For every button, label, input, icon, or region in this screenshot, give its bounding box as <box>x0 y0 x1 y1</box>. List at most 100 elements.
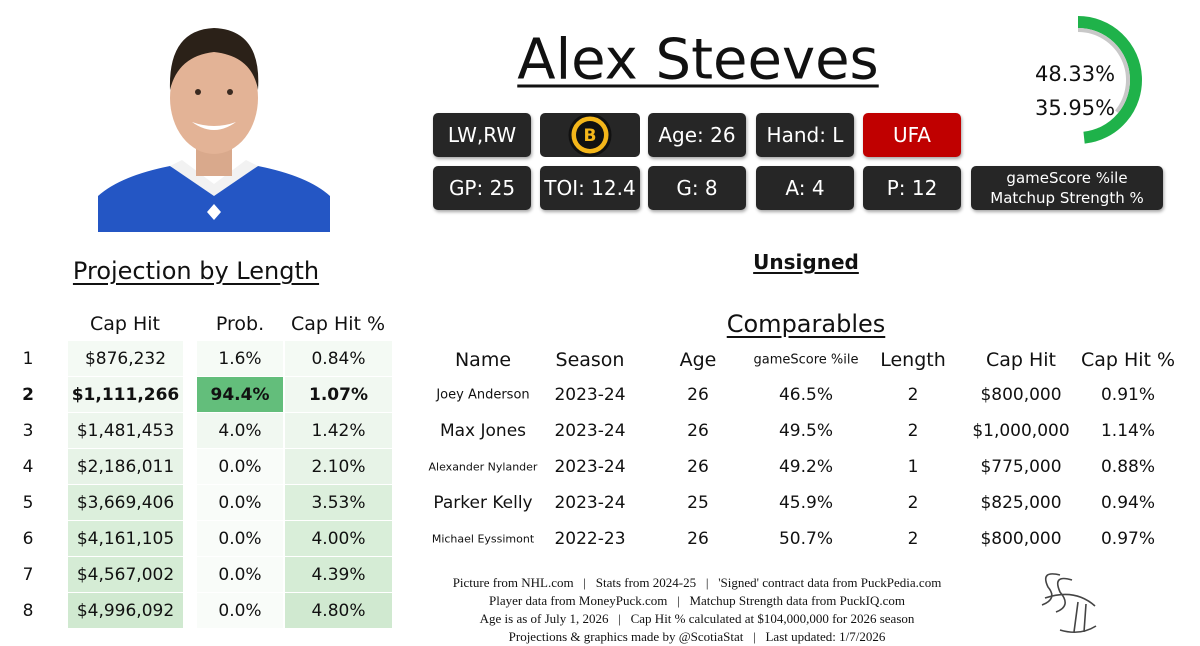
table-cell: 1.6% <box>197 341 283 376</box>
legend-entry: gameScore %ile <box>1006 169 1128 187</box>
row-number: 2 <box>22 384 34 405</box>
row-number: 6 <box>22 528 34 549</box>
table-cell: Michael Eyssimont <box>431 532 535 546</box>
table-cell: 2023-24 <box>554 457 626 477</box>
badge: TOI: 12.4 <box>540 166 640 210</box>
table-cell: 2023-24 <box>554 493 626 513</box>
table-cell: 0.94% <box>1100 493 1156 513</box>
table-cell: $4,161,105 <box>68 521 183 556</box>
column-header: Age <box>679 349 717 371</box>
table-cell: 2022-23 <box>554 529 626 549</box>
table-cell: 0.0% <box>197 557 283 592</box>
badge: Hand: L <box>756 113 854 157</box>
badge: UFA <box>863 113 961 157</box>
table-cell: Alexander Nylander <box>428 460 538 474</box>
table-cell: $2,186,011 <box>68 449 183 484</box>
gauge-arc <box>1077 16 1142 144</box>
gauge-label: 35.95% <box>1034 96 1116 120</box>
badge: P: 12 <box>863 166 961 210</box>
team-logo: B <box>568 113 612 157</box>
table-cell: $1,000,000 <box>972 421 1070 441</box>
column-header: Cap Hit <box>89 313 161 335</box>
footer-line: Picture from NHL.com | Stats from 2024-2… <box>452 575 942 590</box>
table-cell: 2 <box>907 385 919 405</box>
table-cell: 26 <box>687 457 709 477</box>
row-number: 7 <box>22 564 34 585</box>
svg-text:B: B <box>584 126 597 146</box>
column-header: Season <box>555 349 625 371</box>
table-cell: 2 <box>907 421 919 441</box>
table-cell: $1,111,266 <box>68 377 183 412</box>
column-header: Name <box>454 349 512 371</box>
table-cell: 0.0% <box>197 449 283 484</box>
table-cell: 50.7% <box>778 529 834 549</box>
table-cell: 4.80% <box>285 593 392 628</box>
table-cell: 2023-24 <box>554 421 626 441</box>
column-header: Prob. <box>215 313 265 335</box>
gauge-label: 48.33% <box>1034 62 1116 86</box>
table-cell: 0.0% <box>197 521 283 556</box>
table-cell: 1 <box>907 457 919 477</box>
table-cell: 2 <box>907 529 919 549</box>
table-cell: 26 <box>687 529 709 549</box>
table-cell: 25 <box>687 493 709 513</box>
table-cell: 2.10% <box>285 449 392 484</box>
table-cell: 26 <box>687 385 709 405</box>
table-cell: 1.42% <box>285 413 392 448</box>
badge: G: 8 <box>648 166 746 210</box>
table-cell: Max Jones <box>439 421 527 441</box>
footer-line: Age is as of July 1, 2026 | Cap Hit % ca… <box>479 611 915 626</box>
status: Unsigned <box>753 250 859 274</box>
table-cell: 4.00% <box>285 521 392 556</box>
signature <box>1041 573 1097 634</box>
row-number: 8 <box>22 600 34 621</box>
table-cell: 1.14% <box>1100 421 1156 441</box>
column-header: Cap Hit % <box>290 313 386 335</box>
footer-line: Player data from MoneyPuck.com | Matchup… <box>489 593 905 608</box>
table-cell: 0.0% <box>197 485 283 520</box>
row-number: 3 <box>22 420 34 441</box>
table-cell: 3.53% <box>285 485 392 520</box>
legend-entry: Matchup Strength % <box>990 189 1144 207</box>
table-cell: 4.39% <box>285 557 392 592</box>
column-header: Cap Hit <box>985 349 1057 371</box>
table-cell: Parker Kelly <box>433 493 533 513</box>
table-cell: 94.4% <box>197 377 283 412</box>
table-cell: 0.0% <box>197 593 283 628</box>
section-title: Projection by Length <box>72 257 320 285</box>
row-number: 4 <box>22 456 34 477</box>
table-cell: $4,567,002 <box>68 557 183 592</box>
table-cell: $876,232 <box>68 341 183 376</box>
table-cell: $3,669,406 <box>68 485 183 520</box>
table-cell: Joey Anderson <box>436 387 530 403</box>
table-cell: 1.07% <box>285 377 392 412</box>
table-cell: 46.5% <box>778 385 834 405</box>
table-cell: 26 <box>687 421 709 441</box>
table-cell: $1,481,453 <box>68 413 183 448</box>
badge: LW,RW <box>433 113 531 157</box>
footer-line: Projections & graphics made by @ScotiaSt… <box>508 629 886 644</box>
table-cell: 2 <box>907 493 919 513</box>
badge: GP: 25 <box>433 166 531 210</box>
table-cell: 49.5% <box>778 421 834 441</box>
player-photo <box>98 15 330 232</box>
table-cell: 45.9% <box>778 493 834 513</box>
table-cell: $825,000 <box>980 493 1062 513</box>
table-cell: 2023-24 <box>554 385 626 405</box>
row-number: 1 <box>22 348 34 369</box>
table-cell: 4.0% <box>197 413 283 448</box>
table-cell: 0.97% <box>1100 529 1156 549</box>
gauge-legend: gameScore %ile Matchup Strength % <box>971 166 1163 210</box>
column-header: gameScore %ile <box>753 352 859 368</box>
table-cell: 0.84% <box>285 341 392 376</box>
badge: Age: 26 <box>648 113 746 157</box>
table-cell: $800,000 <box>980 385 1062 405</box>
column-header: Length <box>880 349 946 371</box>
table-cell: 0.91% <box>1100 385 1156 405</box>
column-header: Cap Hit % <box>1080 349 1176 371</box>
player-name: Alex Steeves <box>517 27 879 93</box>
row-number: 5 <box>22 492 34 513</box>
table-cell: 0.88% <box>1100 457 1156 477</box>
